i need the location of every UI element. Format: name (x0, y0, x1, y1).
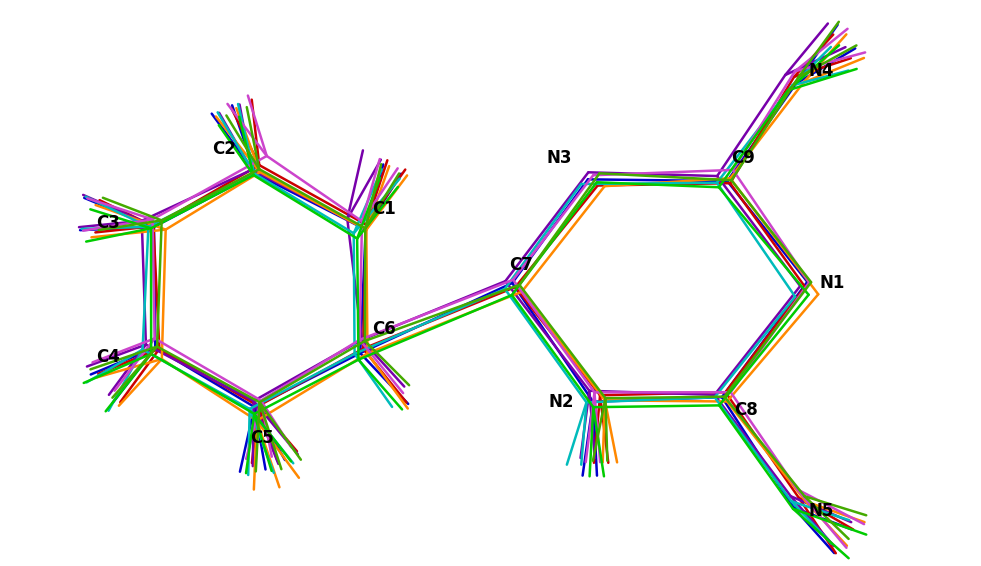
Text: C5: C5 (250, 429, 275, 447)
Text: C1: C1 (372, 200, 396, 218)
Text: N4: N4 (809, 62, 835, 80)
Text: C9: C9 (732, 149, 755, 167)
Text: N2: N2 (548, 393, 574, 411)
Text: N1: N1 (820, 274, 846, 292)
Text: C6: C6 (372, 320, 396, 337)
Text: N3: N3 (546, 149, 572, 167)
Text: C8: C8 (734, 401, 757, 419)
Text: N5: N5 (809, 502, 835, 520)
Text: C7: C7 (509, 255, 533, 273)
Text: C3: C3 (96, 215, 121, 232)
Text: C4: C4 (96, 348, 121, 366)
Text: C2: C2 (213, 140, 236, 158)
